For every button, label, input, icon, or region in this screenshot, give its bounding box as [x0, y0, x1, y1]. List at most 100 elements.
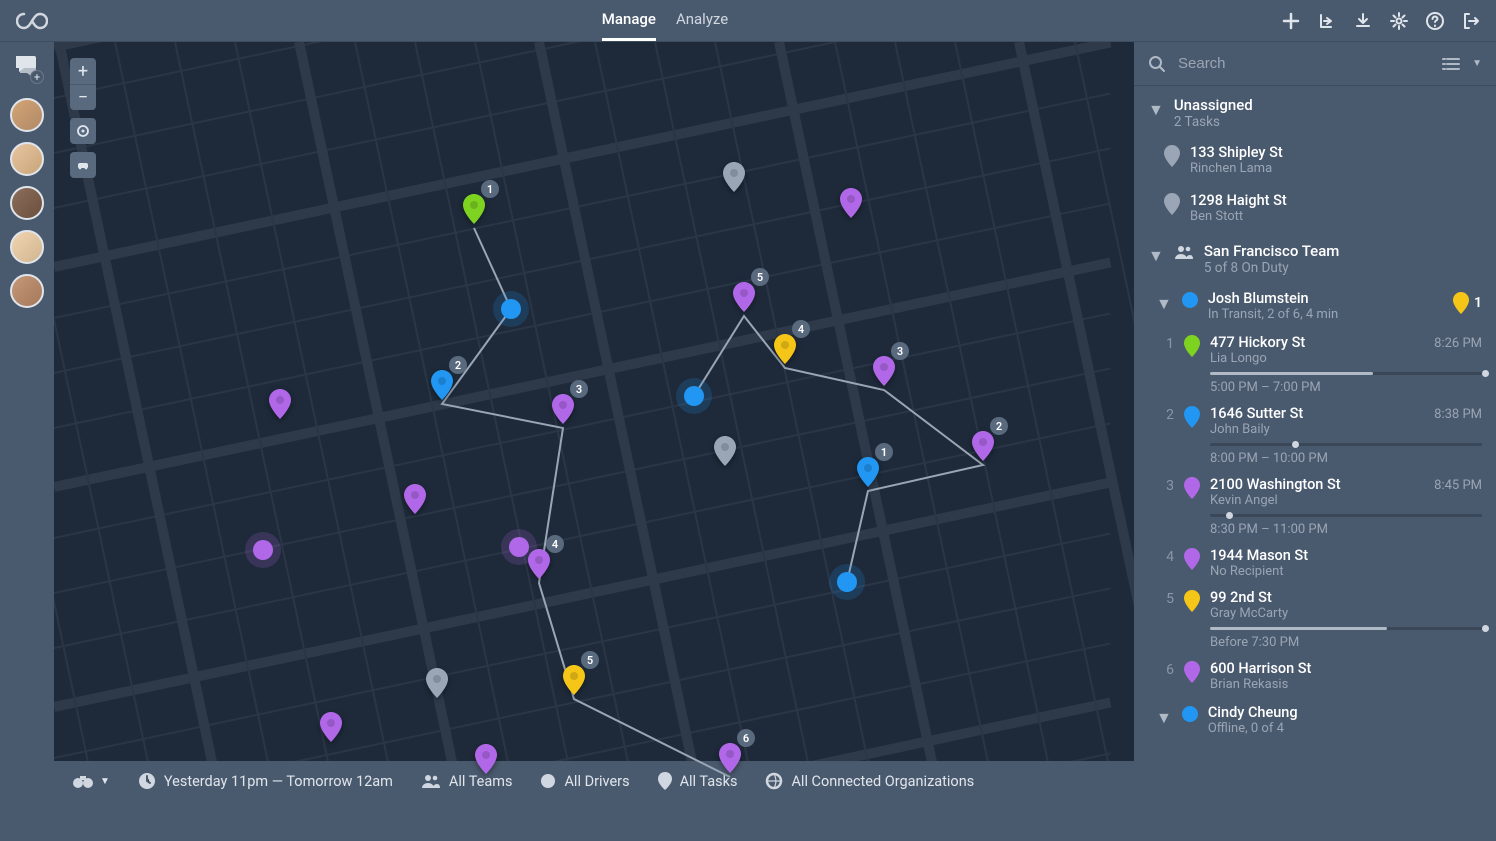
map-pin[interactable]: 3 — [552, 394, 574, 428]
map-pin[interactable]: 6 — [719, 743, 741, 777]
logo[interactable] — [16, 12, 48, 30]
map-pin[interactable] — [404, 484, 426, 518]
topbar: Manage Analyze — [0, 0, 1496, 42]
caret-down-icon: ▼ — [1148, 246, 1164, 266]
team-sub: 5 of 8 On Duty — [1204, 260, 1340, 276]
map-pin[interactable]: 5 — [733, 282, 755, 316]
stop-row[interactable]: 5 99 2nd St Gray McCarty Before 7:30 PM — [1134, 583, 1496, 654]
map-pin[interactable] — [269, 389, 291, 423]
stop-row[interactable]: 6 600 Harrison St Brian Rekasis — [1134, 654, 1496, 696]
map-dot[interactable] — [509, 537, 529, 557]
map-pin[interactable] — [320, 712, 342, 746]
team-header[interactable]: ▼ San Francisco Team 5 of 8 On Duty — [1134, 232, 1496, 282]
side-panel: ▼ ▼ Unassigned 2 Tasks 133 Shipley St Ri… — [1134, 42, 1496, 801]
stop-title: 2100 Washington St — [1210, 476, 1341, 493]
driver-row-2[interactable]: ▼ Cindy Cheung Offline, 0 of 4 — [1134, 696, 1496, 738]
stop-row[interactable]: 4 1944 Mason St No Recipient — [1134, 541, 1496, 583]
map-pin[interactable] — [475, 744, 497, 778]
search-icon[interactable] — [1148, 55, 1166, 73]
map-dot[interactable] — [253, 540, 273, 560]
map-dot[interactable] — [837, 572, 857, 592]
chat-icon[interactable]: + — [14, 54, 40, 82]
map-pin[interactable]: 1 — [463, 194, 485, 228]
pin-badge: 1 — [481, 180, 499, 198]
task-sub: Rinchen Lama — [1190, 161, 1482, 176]
avatar-4[interactable] — [10, 230, 44, 264]
driver2-name: Cindy Cheung — [1208, 704, 1482, 721]
pin-badge: 3 — [891, 342, 909, 360]
map-pin[interactable]: 2 — [972, 431, 994, 465]
caret-down-icon: ▼ — [1156, 294, 1172, 314]
caret-down-icon: ▼ — [1156, 708, 1172, 728]
avatar-1[interactable] — [10, 98, 44, 132]
stop-sub: No Recipient — [1210, 564, 1482, 579]
pin-badge: 4 — [546, 535, 564, 553]
zoom-group: + − — [70, 58, 96, 110]
stop-progress — [1210, 443, 1482, 446]
map-pin[interactable] — [714, 436, 736, 470]
map-pin[interactable] — [723, 162, 745, 196]
view-dropdown-icon[interactable]: ▼ — [1472, 58, 1482, 69]
tab-manage[interactable]: Manage — [602, 0, 656, 41]
driver-name: Josh Blumstein — [1208, 290, 1443, 307]
list-view-icon[interactable] — [1442, 57, 1460, 71]
avatar-5[interactable] — [10, 274, 44, 308]
map-controls: + − — [70, 58, 96, 178]
unassigned-sub: 2 Tasks — [1174, 114, 1253, 130]
tab-analyze[interactable]: Analyze — [676, 0, 728, 41]
map-pin[interactable]: 1 — [857, 457, 879, 491]
avatar-2[interactable] — [10, 142, 44, 176]
map-pin[interactable]: 3 — [873, 356, 895, 390]
stop-row[interactable]: 3 2100 Washington St 8:45 PM Kevin Angel… — [1134, 470, 1496, 541]
task-row[interactable]: 133 Shipley St Rinchen Lama — [1134, 136, 1496, 184]
task-row[interactable]: 1298 Haight St Ben Stott — [1134, 184, 1496, 232]
map-dot[interactable] — [501, 299, 521, 319]
map-pin[interactable] — [840, 188, 862, 222]
locate-button[interactable] — [70, 118, 96, 144]
map-pin[interactable]: 2 — [431, 370, 453, 404]
stop-title: 600 Harrison St — [1210, 660, 1311, 677]
zoom-in-button[interactable]: + — [70, 58, 96, 84]
topbar-tabs: Manage Analyze — [48, 0, 1282, 41]
map-pin[interactable]: 5 — [563, 665, 585, 699]
team-title: San Francisco Team — [1204, 242, 1340, 260]
stop-pin-icon — [1184, 477, 1200, 503]
zoom-out-button[interactable]: − — [70, 84, 96, 110]
map-pin[interactable] — [426, 668, 448, 702]
unassigned-header[interactable]: ▼ Unassigned 2 Tasks — [1134, 86, 1496, 136]
map[interactable]: 12345654132 + − ▼ Yesterday 11pm — Tomor… — [54, 42, 1134, 801]
logout-icon[interactable] — [1462, 12, 1480, 30]
stop-row[interactable]: 2 1646 Sutter St 8:38 PM John Baily 8:00… — [1134, 399, 1496, 470]
task-title: 133 Shipley St — [1190, 144, 1482, 161]
stop-progress — [1210, 627, 1482, 630]
stop-pin-icon — [1184, 590, 1200, 616]
stop-pin-icon — [1184, 661, 1200, 687]
stop-row[interactable]: 1 477 Hickory St 8:26 PM Lia Longo 5:00 … — [1134, 328, 1496, 399]
main: + 12345654132 + − ▼ Yeste — [0, 42, 1496, 801]
download-icon[interactable] — [1354, 12, 1372, 30]
stop-window: 8:00 PM – 10:00 PM — [1210, 451, 1482, 466]
driver-status: In Transit, 2 of 6, 4 min — [1208, 307, 1443, 322]
avatar-3[interactable] — [10, 186, 44, 220]
stop-pin-icon — [1184, 335, 1200, 361]
driver-row[interactable]: ▼ Josh Blumstein In Transit, 2 of 6, 4 m… — [1134, 282, 1496, 328]
gear-icon[interactable] — [1390, 12, 1408, 30]
help-icon[interactable] — [1426, 12, 1444, 30]
badge-num: 1 — [1474, 295, 1482, 311]
stop-sub: John Baily — [1210, 422, 1482, 437]
task-pin-icon — [1164, 193, 1180, 219]
traffic-button[interactable] — [70, 152, 96, 178]
map-pin[interactable]: 4 — [774, 334, 796, 368]
map-dot[interactable] — [684, 386, 704, 406]
stop-window: 8:30 PM – 11:00 PM — [1210, 522, 1482, 537]
driver-badge: 1 — [1453, 292, 1482, 314]
stop-title: 477 Hickory St — [1210, 334, 1305, 351]
import-icon[interactable] — [1318, 12, 1336, 30]
stop-num: 1 — [1164, 336, 1174, 352]
stop-num: 2 — [1164, 407, 1174, 423]
search-input[interactable] — [1178, 55, 1430, 72]
add-icon[interactable] — [1282, 12, 1300, 30]
stop-num: 6 — [1164, 662, 1174, 678]
map-pin[interactable]: 4 — [528, 549, 550, 583]
side-scroll[interactable]: ▼ Unassigned 2 Tasks 133 Shipley St Rinc… — [1134, 86, 1496, 801]
